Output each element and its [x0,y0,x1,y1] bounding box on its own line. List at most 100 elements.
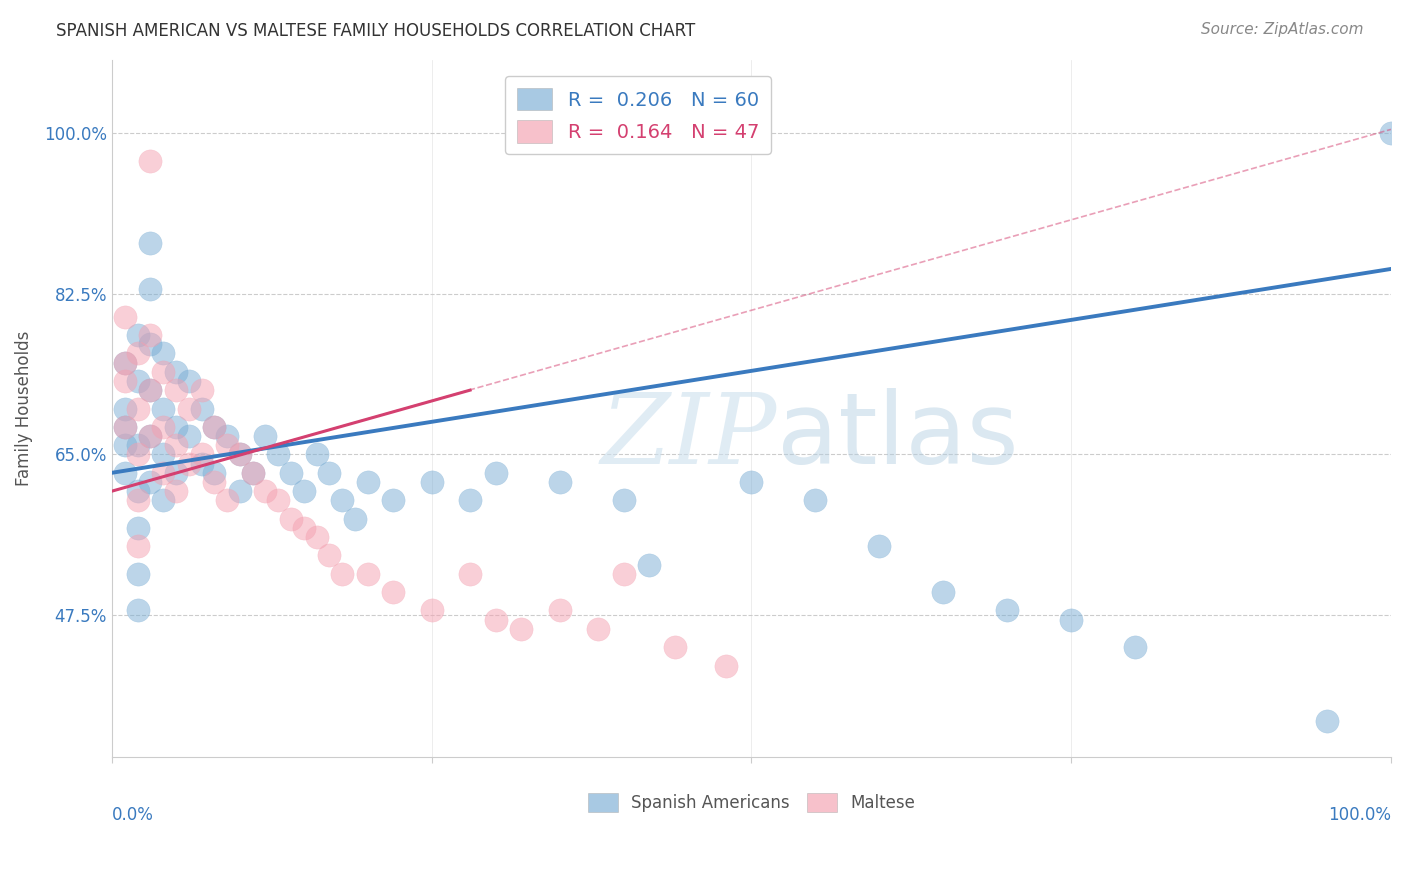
Point [357,566,380,581]
Point [152,365,174,379]
Point [165,420,187,434]
Point [1060,613,1083,627]
Point [330,566,353,581]
Point [868,539,890,553]
Point [114,466,136,480]
Point [139,337,162,351]
Text: Source: ZipAtlas.com: Source: ZipAtlas.com [1201,22,1364,37]
Text: 100.0%: 100.0% [1329,806,1391,824]
Point [202,420,225,434]
Point [190,457,212,471]
Point [177,457,200,471]
Point [548,603,571,617]
Point [242,466,264,480]
Point [229,484,252,499]
Point [548,475,571,489]
Point [318,466,340,480]
Point [177,374,200,388]
Point [995,603,1018,617]
Point [165,365,187,379]
Point [280,466,302,480]
Point [740,475,762,489]
Point [420,475,443,489]
Point [357,475,380,489]
Point [292,521,315,535]
Point [318,549,340,563]
Point [804,493,827,508]
Text: SPANISH AMERICAN VS MALTESE FAMILY HOUSEHOLDS CORRELATION CHART: SPANISH AMERICAN VS MALTESE FAMILY HOUSE… [56,22,696,40]
Point [139,429,162,443]
Point [139,236,162,251]
Point [458,566,481,581]
Point [292,484,315,499]
Point [165,484,187,499]
Point [127,539,149,553]
Point [217,493,239,508]
Point [152,493,174,508]
Point [202,466,225,480]
Point [242,466,264,480]
Text: 0.0%: 0.0% [112,806,153,824]
Point [139,475,162,489]
Point [127,346,149,360]
Point [330,493,353,508]
Point [267,493,290,508]
Point [485,466,508,480]
Point [613,493,636,508]
Point [382,493,405,508]
Point [305,530,328,544]
Point [177,429,200,443]
Point [254,429,277,443]
Point [127,328,149,343]
Point [127,484,149,499]
Point [664,640,686,655]
Point [932,585,955,599]
Point [127,401,149,416]
Point [613,566,636,581]
Point [638,558,661,572]
Point [152,447,174,461]
Point [177,401,200,416]
Point [152,401,174,416]
Point [586,622,609,636]
Point [127,374,149,388]
Point [127,603,149,617]
Point [382,585,405,599]
Text: atlas: atlas [778,388,1019,485]
Point [229,447,252,461]
Point [254,484,277,499]
Point [190,383,212,397]
Point [280,511,302,525]
Point [139,429,162,443]
Y-axis label: Family Households: Family Households [15,331,32,486]
Point [127,521,149,535]
Point [165,438,187,452]
Point [202,475,225,489]
Point [152,466,174,480]
Point [114,438,136,452]
Point [343,511,366,525]
Point [1316,714,1339,728]
Point [229,447,252,461]
Point [139,153,162,168]
Point [714,658,737,673]
Point [139,282,162,296]
Point [114,355,136,369]
Point [139,383,162,397]
Point [190,447,212,461]
Text: ZIP: ZIP [600,389,778,484]
Point [485,613,508,627]
Point [114,401,136,416]
Point [217,429,239,443]
Point [267,447,290,461]
Point [127,447,149,461]
Point [510,622,533,636]
Point [152,346,174,360]
Point [127,493,149,508]
Point [190,401,212,416]
Point [165,466,187,480]
Point [139,328,162,343]
Point [1379,126,1402,140]
Point [114,355,136,369]
Point [114,420,136,434]
